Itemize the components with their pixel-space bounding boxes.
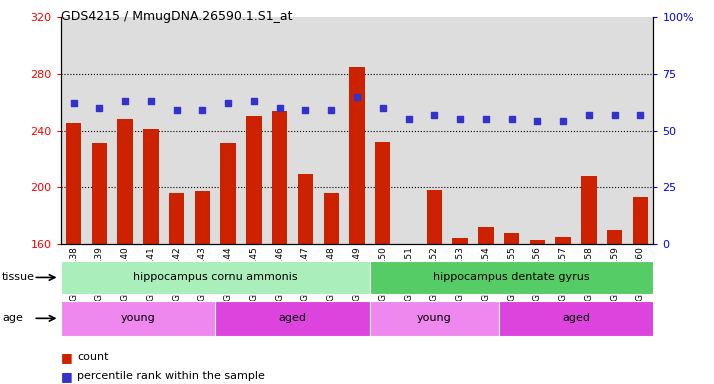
Bar	[323, 193, 339, 244]
Point	[351, 94, 363, 100]
Bar	[349, 67, 365, 244]
Bar	[221, 143, 236, 244]
Bar	[195, 192, 210, 244]
Point	[171, 107, 182, 113]
Bar	[375, 142, 391, 244]
Bar	[581, 176, 597, 244]
Bar	[504, 233, 519, 244]
Point	[94, 105, 105, 111]
Point	[428, 112, 440, 118]
Point	[145, 98, 156, 104]
Point	[532, 118, 543, 124]
Point	[248, 98, 260, 104]
Point	[119, 98, 131, 104]
Text: young: young	[417, 313, 452, 323]
Bar	[633, 197, 648, 244]
Point	[609, 112, 620, 118]
Point	[223, 100, 234, 106]
Bar	[298, 174, 313, 244]
Point	[196, 107, 208, 113]
Point	[300, 107, 311, 113]
Bar	[530, 240, 545, 244]
Point	[274, 105, 286, 111]
Bar	[91, 143, 107, 244]
Bar	[555, 237, 571, 244]
Text: percentile rank within the sample: percentile rank within the sample	[77, 371, 265, 381]
Bar	[453, 238, 468, 244]
Text: GDS4215 / MmugDNA.26590.1.S1_at: GDS4215 / MmugDNA.26590.1.S1_at	[61, 10, 292, 23]
Text: young: young	[121, 313, 156, 323]
Text: count: count	[77, 352, 109, 362]
Point	[480, 116, 491, 122]
Bar	[607, 230, 623, 244]
Text: aged: aged	[562, 313, 590, 323]
Bar	[478, 227, 493, 244]
Bar	[117, 119, 133, 244]
Point	[583, 112, 595, 118]
Point	[403, 116, 414, 122]
Point	[68, 100, 79, 106]
Text: ■: ■	[61, 370, 72, 383]
Bar	[272, 111, 288, 244]
Point	[506, 116, 518, 122]
Point	[635, 112, 646, 118]
Point	[558, 118, 569, 124]
Text: age: age	[2, 313, 23, 323]
Text: ■: ■	[61, 351, 72, 364]
Bar	[426, 190, 442, 244]
Text: hippocampus cornu ammonis: hippocampus cornu ammonis	[133, 272, 298, 283]
Bar	[169, 193, 184, 244]
Text: tissue: tissue	[2, 272, 35, 283]
Bar	[66, 124, 81, 244]
Text: aged: aged	[278, 313, 306, 323]
Point	[454, 116, 466, 122]
Point	[326, 107, 337, 113]
Text: hippocampus dentate gyrus: hippocampus dentate gyrus	[433, 272, 590, 283]
Bar	[246, 116, 261, 244]
Point	[377, 105, 388, 111]
Bar	[143, 129, 159, 244]
